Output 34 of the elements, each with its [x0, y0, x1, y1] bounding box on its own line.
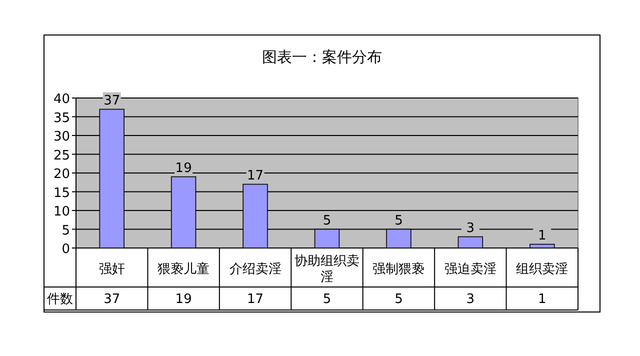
text: 1	[538, 228, 546, 244]
text: 3	[466, 220, 475, 236]
data-label: 17	[247, 292, 264, 307]
data-label: 1	[538, 292, 546, 307]
y-tick-label: 0	[62, 242, 70, 257]
chart-title: 图表一：案件分布	[262, 48, 382, 66]
y-tick-label: 30	[53, 130, 70, 144]
x-tick-label: 猥亵儿童	[158, 261, 210, 277]
text: 5	[322, 213, 332, 228]
x-tick-label: 介绍卖淫	[229, 262, 282, 277]
data-label: 5	[394, 292, 403, 307]
y-tick-label: 40	[53, 92, 70, 107]
x-tick-label: 组织卖淫	[516, 262, 568, 277]
text: 19	[175, 160, 192, 176]
x-tick-label: 协助组织卖淫	[294, 254, 360, 285]
data-label: 37	[104, 292, 120, 307]
y-tick-label: 35	[53, 110, 70, 126]
x-tick-label: 强奸	[98, 262, 125, 277]
text: 37	[104, 93, 120, 108]
text: 5	[394, 213, 403, 228]
y-tick-label: 5	[62, 223, 70, 238]
y-tick-label: 10	[53, 204, 70, 220]
data-label: 3	[466, 292, 475, 307]
y-tick-label: 15	[53, 186, 70, 201]
text: 件数	[47, 292, 73, 307]
x-tick-label: 强迫卖淫	[444, 262, 496, 277]
bar	[530, 244, 555, 248]
bar	[458, 236, 484, 248]
text: 17	[247, 168, 264, 184]
x-tick-label: 强制猥亵	[372, 261, 425, 277]
y-tick-label: 25	[53, 148, 70, 164]
data-label: 19	[175, 292, 192, 307]
data-label: 5	[322, 292, 332, 307]
y-tick-label: 20	[53, 167, 70, 182]
